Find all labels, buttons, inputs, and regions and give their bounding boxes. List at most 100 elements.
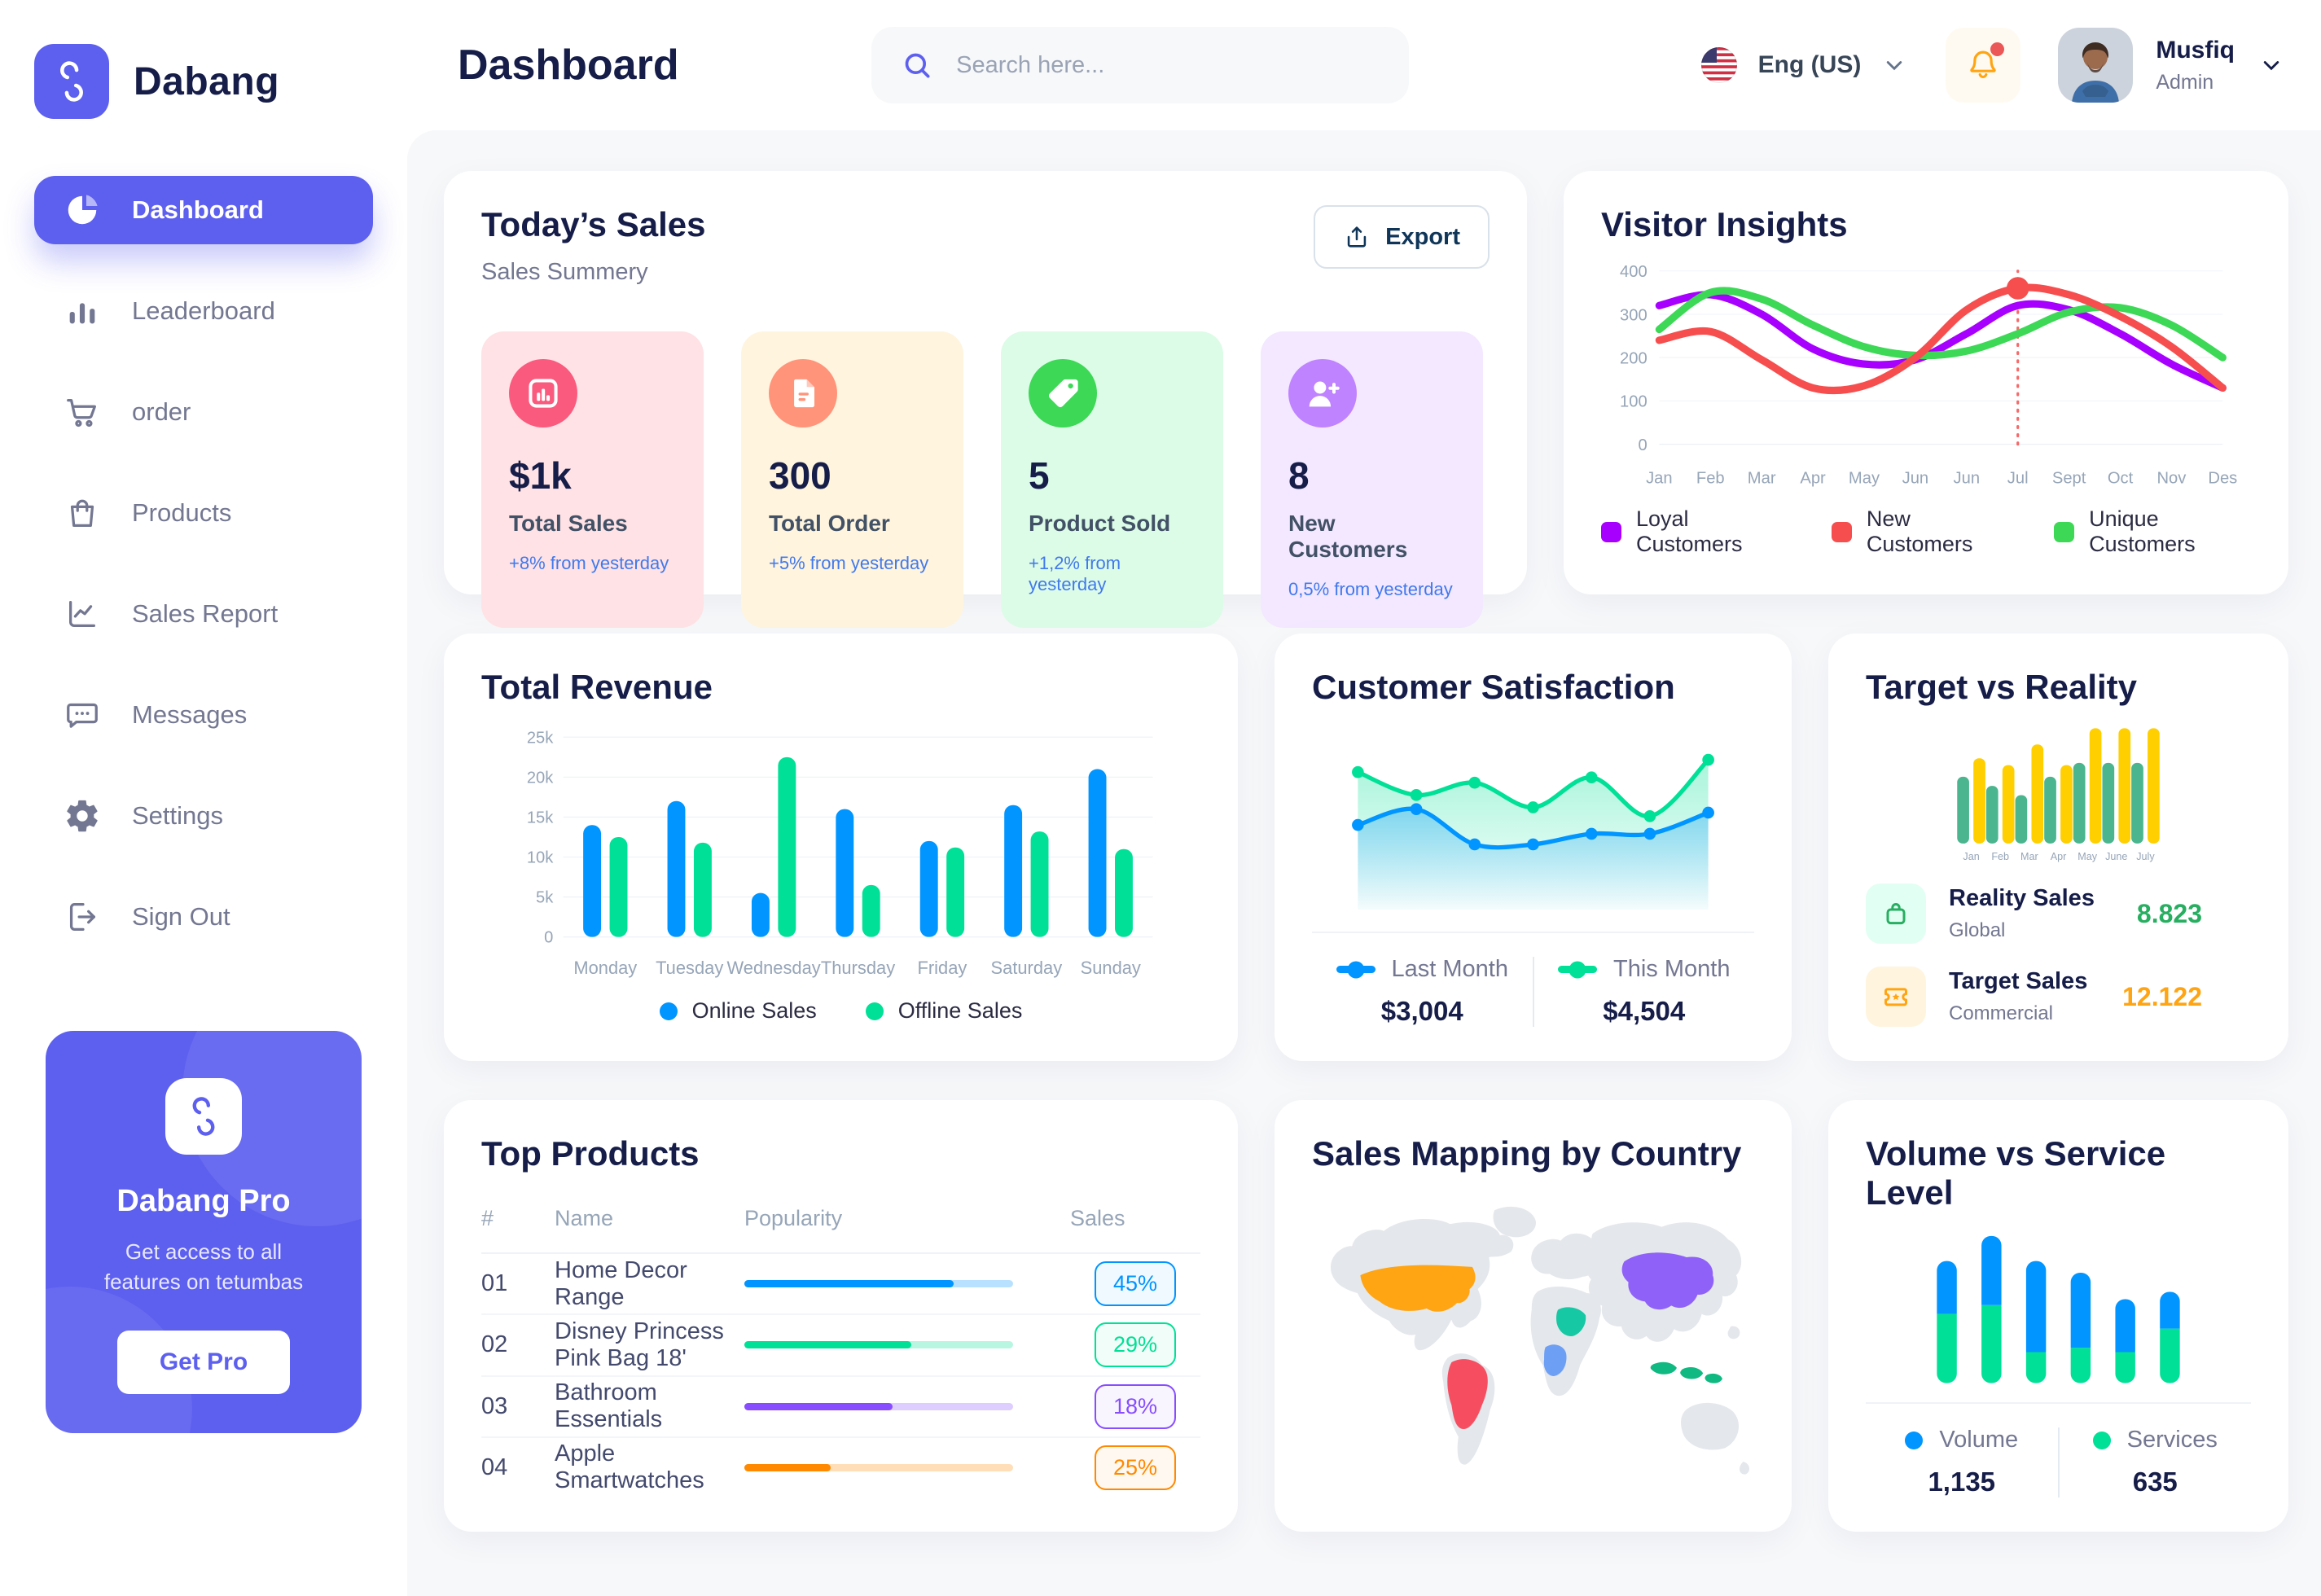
volume-service-legend: Volume 1,135 Services 635: [1866, 1402, 2251, 1497]
legend-label: Unique Customers: [2089, 506, 2196, 556]
sidebar-item-label: Sales Report: [132, 599, 279, 628]
sidebar-item-label: Messages: [132, 700, 248, 729]
sidebar-item-products[interactable]: Products: [34, 479, 373, 547]
product-rank: 03: [481, 1392, 508, 1419]
sales-badge: 25%: [1095, 1445, 1176, 1490]
svg-text:Des: Des: [2208, 469, 2237, 487]
sidebar-item-label: order: [132, 397, 191, 426]
svg-text:Monday: Monday: [573, 958, 637, 978]
table-row: 03 Bathroom Essentials 18%: [481, 1377, 1200, 1438]
product-rank: 01: [481, 1270, 508, 1297]
sidebar-item-label: Products: [132, 498, 232, 527]
svg-text:Tuesday: Tuesday: [656, 958, 723, 978]
bar-chart-doc-icon: [509, 359, 577, 428]
page-title: Dashboard: [458, 42, 679, 89]
svg-text:100: 100: [1620, 393, 1648, 411]
svg-text:May: May: [2077, 851, 2097, 862]
popularity-bar: [744, 1280, 1013, 1288]
user-role: Admin: [2156, 70, 2214, 94]
sidebar-item-settings[interactable]: Settings: [34, 782, 373, 850]
visitor-insights-legend: Loyal Customers New Customers Unique Custo…: [1601, 495, 2251, 560]
legend-value: 635: [2132, 1467, 2178, 1497]
stat-label: New Customers: [1288, 511, 1408, 562]
ticket-icon: [1866, 967, 1926, 1027]
receipt-icon: [769, 359, 837, 428]
target-vs-reality-chart: Jan Feb Mar Apr May June July: [1866, 721, 2251, 862]
target-vs-reality-title: Target vs Reality: [1866, 668, 2138, 706]
todays-sales-card: Today’s Sales Sales Summery Export $1k To…: [444, 171, 1527, 628]
legend-label: Online Sales: [691, 998, 817, 1023]
sidebar-item-messages[interactable]: Messages: [34, 681, 373, 749]
main-area: Dashboard: [407, 0, 2321, 1596]
sidebar-item-sales-report[interactable]: Sales Report: [34, 580, 373, 648]
svg-text:25k: 25k: [527, 729, 554, 747]
svg-text:Friday: Friday: [918, 958, 967, 978]
svg-text:300: 300: [1620, 306, 1648, 324]
bag-icon: [1866, 884, 1926, 944]
svg-text:Jun: Jun: [1954, 469, 1981, 487]
brand-logo-icon: [34, 44, 109, 119]
brand-name: Dabang: [134, 59, 280, 103]
svg-text:Apr: Apr: [1800, 469, 1826, 487]
legend-item: Volume 1,135: [1866, 1427, 2058, 1497]
sidebar-item-label: Leaderboard: [132, 296, 275, 325]
sales-mapping-title: Sales Mapping by Country: [1312, 1134, 1742, 1173]
svg-text:15k: 15k: [527, 809, 554, 826]
pro-card-subtitle: Get access to all features on tetumbas: [103, 1239, 304, 1295]
legend-item: Last Month $3,004: [1312, 956, 1533, 1027]
notification-bell-button[interactable]: [1946, 28, 2021, 103]
customer-satisfaction-card: Customer Satisfaction Last Month $3,004 Th…: [1275, 634, 1792, 1061]
legend-label: This Month: [1613, 956, 1731, 982]
pro-card: Dabang Pro Get access to all features on…: [46, 1030, 362, 1433]
sidebar: Dabang Dashboard Leaderboard order Products…: [0, 0, 407, 1596]
product-name: Disney Princess Pink Bag 18': [555, 1318, 724, 1371]
svg-text:400: 400: [1620, 263, 1648, 281]
legend-item: New Customers: [1831, 506, 2005, 557]
sales-stat-cards: $1k Total Sales +8% from yesterday 300 Total…: [481, 331, 1490, 628]
product-rank: 02: [481, 1331, 508, 1358]
svg-text:July: July: [2136, 851, 2155, 862]
svg-text:Jul: Jul: [2007, 469, 2029, 487]
customer-satisfaction-chart: [1312, 721, 1754, 920]
popularity-bar: [744, 1463, 1013, 1471]
get-pro-button[interactable]: Get Pro: [116, 1331, 291, 1394]
svg-text:20k: 20k: [527, 769, 554, 787]
top-products-title: Top Products: [481, 1134, 700, 1173]
country-saudi-arabia: [1556, 1307, 1586, 1336]
sidebar-item-leaderboard[interactable]: Leaderboard: [34, 277, 373, 345]
leaderboard-icon: [64, 292, 101, 330]
table-column-header: Popularity: [744, 1206, 843, 1230]
us-flag-icon: [1700, 47, 1737, 83]
top-header: Dashboard: [407, 0, 2321, 130]
svg-text:5k: 5k: [536, 889, 554, 907]
sidebar-item-dashboard[interactable]: Dashboard: [34, 176, 373, 244]
export-button[interactable]: Export: [1314, 205, 1490, 269]
svg-text:Mar: Mar: [1748, 469, 1776, 487]
country-indonesia: [1650, 1361, 1722, 1383]
stat-delta: +1,2% from yesterday: [1029, 553, 1121, 594]
svg-text:10k: 10k: [527, 849, 554, 867]
sidebar-item-sign-out[interactable]: Sign Out: [34, 883, 373, 951]
volume-service-card: Volume vs Service Level Volume 1,135 Servi…: [1828, 1100, 2288, 1532]
total-revenue-title: Total Revenue: [481, 668, 713, 706]
export-icon: [1347, 226, 1367, 248]
search-input[interactable]: [954, 50, 1380, 80]
search-icon: [905, 53, 930, 78]
legend-item: Online Sales: [659, 998, 817, 1024]
visitor-insights-title: Visitor Insights: [1601, 205, 1848, 243]
legend-item: Services 635: [2060, 1427, 2252, 1497]
total-revenue-legend: Online Sales Offline Sales: [481, 987, 1200, 1027]
user-menu[interactable]: Musfiq Admin: [2058, 28, 2285, 103]
user-name: Musfiq: [2156, 36, 2235, 64]
language-selector[interactable]: Eng (US): [1700, 46, 1909, 85]
table-column-header: #: [481, 1206, 494, 1230]
svg-text:Jan: Jan: [1646, 469, 1673, 487]
legend-label: Volume: [1939, 1427, 2019, 1453]
sidebar-item-order[interactable]: order: [34, 378, 373, 446]
pro-card-logo-icon: [165, 1077, 242, 1155]
customer-satisfaction-legend: Last Month $3,004 This Month $4,504: [1312, 932, 1754, 1027]
sales-report-icon: [64, 595, 101, 633]
total-revenue-card: Total Revenue 0 5k 10k 15k 20k 25k Monday Tuesd…: [444, 634, 1238, 1061]
table-row: 01 Home Decor Range 45%: [481, 1254, 1200, 1316]
legend-swatch: [1601, 521, 1621, 542]
